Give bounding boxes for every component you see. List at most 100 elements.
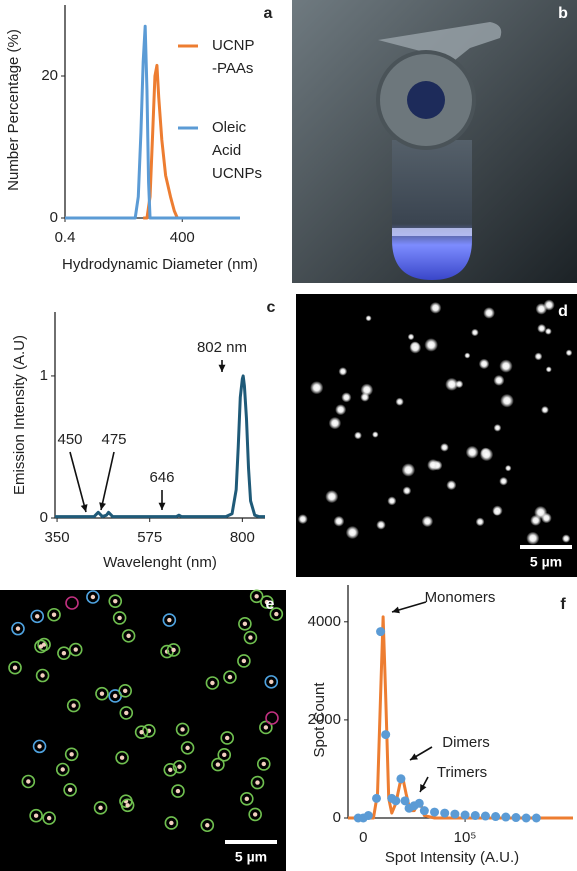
spot-ring [115,750,129,765]
spot-ring [112,611,127,625]
spot-ring [172,759,187,774]
spot [483,307,495,319]
spot-ring [200,818,215,833]
spot [541,405,549,414]
data-point [521,813,531,823]
spot-ring [66,698,81,713]
annotation: 646 [149,469,174,486]
spot-ring [259,720,273,735]
spot-ring [250,775,265,790]
spot [37,744,42,749]
spot [335,404,347,416]
data-point [440,808,450,818]
arrow-head [99,502,106,510]
data-point [391,796,401,806]
data-point [450,809,460,819]
spot [395,397,404,406]
data-line [348,615,573,820]
spot [526,531,540,545]
spot [341,392,352,403]
spot [98,805,103,811]
x-tick-label: 800 [230,529,255,546]
spot [561,534,571,543]
y-axis-label: Emission Intensity (A.U) [11,335,28,495]
y-tick-label: 0 [40,509,48,526]
spot [248,635,253,640]
spot [545,366,552,373]
spot [274,611,279,617]
spot [345,525,360,540]
spot [180,727,185,732]
spot [112,693,118,699]
spot [263,725,269,730]
y-tick-label: 1 [40,367,48,384]
spot [493,424,502,432]
spot-ring [237,654,251,668]
spot [51,612,57,617]
spot [427,459,440,471]
spot [493,374,505,386]
legend-label: Oleic Acid UCNPs [212,119,262,182]
panel-label: e [266,596,275,613]
spot-ring [243,630,258,645]
data-point [511,813,521,823]
spot [387,496,397,506]
x-tick-label: 400 [170,229,195,246]
spot [479,447,494,462]
spot [464,352,471,359]
spot-ring [205,676,220,690]
spot [15,626,21,631]
spot [117,615,122,621]
spot [185,745,190,751]
x-axis-label: Spot Intensity (A.U.) [385,849,519,866]
spot-ring [163,762,178,777]
spot-ring [220,731,235,745]
data-point [396,774,406,784]
spot-ring [166,643,181,657]
spot [40,673,45,678]
spot-ring [162,613,177,627]
spot-ring [223,670,237,684]
spot [171,647,176,653]
arrow-head [80,504,88,512]
arrow-head [392,606,400,614]
spot [534,352,543,361]
spot [372,431,379,438]
data-point [460,810,470,820]
spot [338,367,348,376]
spot-ring [175,722,190,737]
x-tick-label: 575 [137,529,162,546]
spot [269,679,274,685]
scale-bar-label: 5 µm [235,849,267,865]
arrow-head [410,753,418,760]
spot [215,762,221,767]
spot-ring [121,629,136,643]
panel-label: b [558,5,568,22]
spot-ring [21,774,36,789]
data-point [381,730,391,740]
data-point [376,627,386,637]
rejected-ring [265,711,279,725]
spot-ring [238,617,252,631]
data-point [491,812,501,822]
spot [254,594,259,599]
spot [261,761,266,767]
spot [126,633,131,639]
spot-ring [8,660,22,675]
spot-ring [93,801,108,815]
spot [46,815,52,821]
spot [446,480,457,491]
spot-ring [119,706,134,720]
spot [440,443,449,452]
spot-ring [211,757,225,772]
spot [424,338,438,352]
annotation: 802 nm [197,339,247,356]
spot-ring [47,607,61,622]
spot [360,392,370,402]
spot [354,431,362,440]
spot [297,514,308,525]
y-axis-label: Spot Count [311,682,328,758]
y-tick-label: 0 [333,809,341,826]
x-axis-label: Wavelenght (nm) [103,554,217,571]
